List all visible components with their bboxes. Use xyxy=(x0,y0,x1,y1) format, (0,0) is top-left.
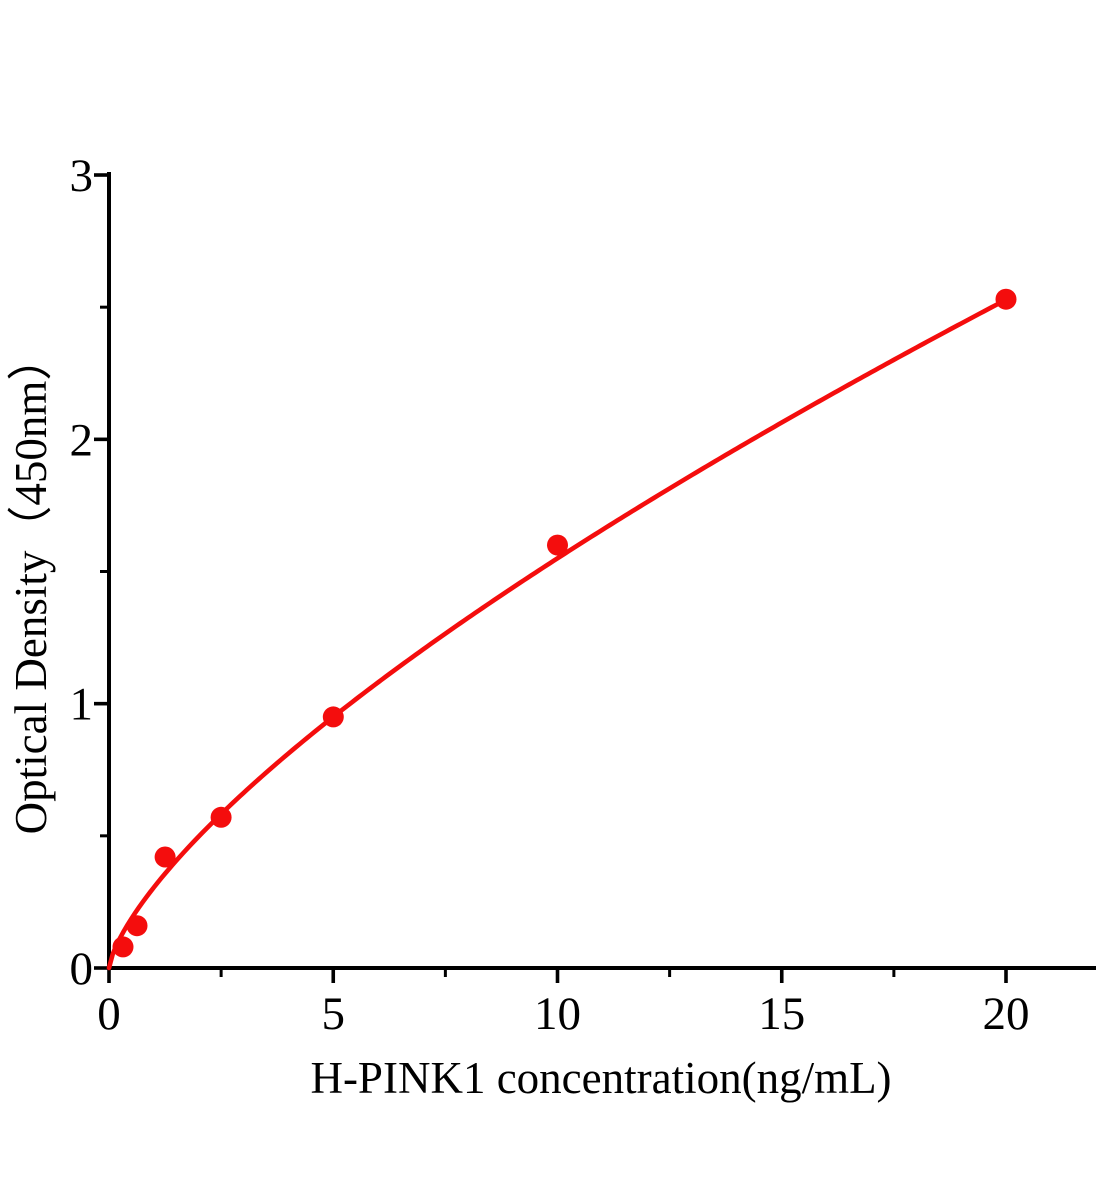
axes-spine xyxy=(107,172,1096,970)
x-tick-label: 10 xyxy=(534,988,581,1040)
fit-curve-group xyxy=(106,297,1009,971)
y-tick-label: 0 xyxy=(70,943,94,995)
x-tick-label: 0 xyxy=(97,988,121,1040)
data-point xyxy=(154,846,176,868)
x-tick-label: 5 xyxy=(322,988,346,1040)
axis-ticks xyxy=(94,173,1008,983)
axes xyxy=(107,172,1096,970)
data-points xyxy=(112,288,1017,958)
y-tick-label: 2 xyxy=(70,414,94,466)
x-tick-label: 15 xyxy=(758,988,805,1040)
y-tick-label: 3 xyxy=(70,150,94,202)
y-axis-title: Optical Density（450nm） xyxy=(6,336,56,835)
fit-curve xyxy=(106,297,1009,971)
data-point xyxy=(547,534,568,556)
data-point xyxy=(995,288,1017,310)
y-tick-label: 1 xyxy=(70,679,94,731)
tick-labels: 0 5 10 15 20 0 1 2 3 xyxy=(70,150,1030,1040)
data-point xyxy=(112,936,134,958)
x-axis-title: H-PINK1 concentration(ng/mL) xyxy=(310,1053,891,1103)
data-point xyxy=(210,806,232,828)
x-tick-label: 20 xyxy=(983,988,1030,1040)
data-point xyxy=(322,706,344,728)
data-point xyxy=(126,915,148,937)
